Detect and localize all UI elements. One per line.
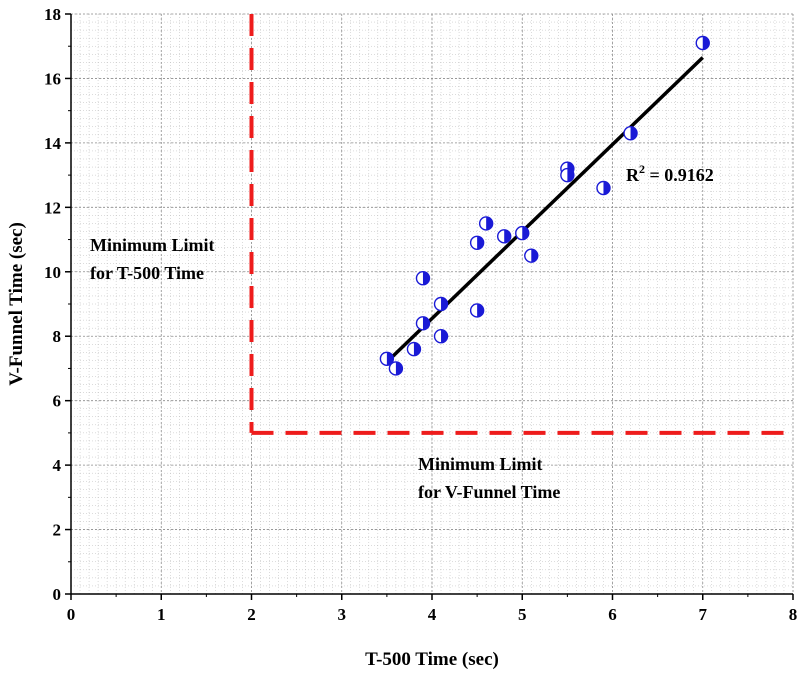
limit-y-label-line2: for V-Funnel Time — [418, 482, 560, 502]
y-tick-label: 10 — [44, 263, 61, 282]
data-point — [524, 248, 539, 263]
data-point-fill — [486, 216, 493, 230]
fit-line-group — [385, 56, 704, 364]
data-point-fill — [413, 342, 421, 356]
x-tick-label: 8 — [789, 605, 798, 624]
data-point-fill — [422, 316, 430, 330]
data-point-fill — [441, 329, 448, 343]
x-tick-label: 2 — [247, 605, 256, 624]
data-point — [379, 351, 395, 366]
x-tick-label: 4 — [428, 605, 437, 624]
data-point-fill — [422, 271, 430, 285]
limit-y-label-line1: Minimum Limit — [418, 454, 543, 474]
data-point-fill — [441, 297, 448, 311]
data-point-fill — [386, 352, 394, 366]
data-point-fill — [702, 36, 710, 50]
r2-annotation: R2 = 0.9162 — [626, 162, 714, 185]
minor-grid — [70, 13, 794, 595]
x-tick-label: 6 — [608, 605, 617, 624]
x-axis-title: T-500 Time (sec) — [365, 649, 499, 670]
limit-lines — [249, 14, 793, 435]
r2-superscript: 2 — [639, 162, 645, 176]
limit-x-label-line1: Minimum Limit — [90, 235, 215, 255]
data-point — [415, 316, 431, 331]
r2-value: = 0.9162 — [645, 165, 714, 185]
data-point — [497, 229, 512, 244]
data-point-fill — [531, 249, 538, 263]
data-point-fill — [567, 168, 574, 182]
data-point — [415, 271, 431, 286]
data-point — [406, 341, 422, 357]
y-tick-label: 4 — [53, 456, 62, 475]
limit-x-label-line2: for T-500 Time — [90, 263, 204, 283]
data-point — [388, 361, 404, 376]
data-points — [379, 35, 710, 376]
y-tick-label: 2 — [53, 521, 62, 540]
y-tick-label: 16 — [44, 69, 61, 88]
y-tick-label: 6 — [53, 392, 62, 411]
data-point — [695, 35, 710, 51]
data-point — [469, 303, 485, 318]
data-point-fill — [395, 361, 403, 375]
data-point-fill — [630, 126, 638, 140]
data-point — [515, 225, 530, 241]
x-tick-label: 3 — [338, 605, 347, 624]
y-tick-label: 18 — [44, 5, 61, 24]
data-point-fill — [522, 226, 529, 240]
y-axis-title: V-Funnel Time (sec) — [6, 222, 27, 386]
data-point-fill — [603, 181, 610, 195]
r2-label: R — [626, 165, 640, 185]
y-tick-label: 8 — [53, 327, 62, 346]
data-point — [560, 167, 575, 183]
data-point-fill — [477, 303, 484, 317]
x-tick-label: 1 — [157, 605, 166, 624]
data-point — [433, 329, 449, 344]
y-tick-label: 0 — [53, 585, 62, 604]
fit-line — [385, 56, 704, 364]
data-point — [478, 216, 494, 231]
data-point-fill — [477, 236, 484, 250]
data-point — [623, 126, 638, 141]
data-point — [469, 235, 485, 250]
y-tick-label: 14 — [44, 134, 62, 153]
x-tick-label: 5 — [518, 605, 527, 624]
data-point — [596, 180, 611, 196]
x-tick-label: 0 — [67, 605, 76, 624]
data-point — [433, 296, 449, 312]
y-tick-label: 12 — [44, 198, 61, 217]
x-tick-label: 7 — [699, 605, 708, 624]
data-point-fill — [504, 229, 511, 243]
